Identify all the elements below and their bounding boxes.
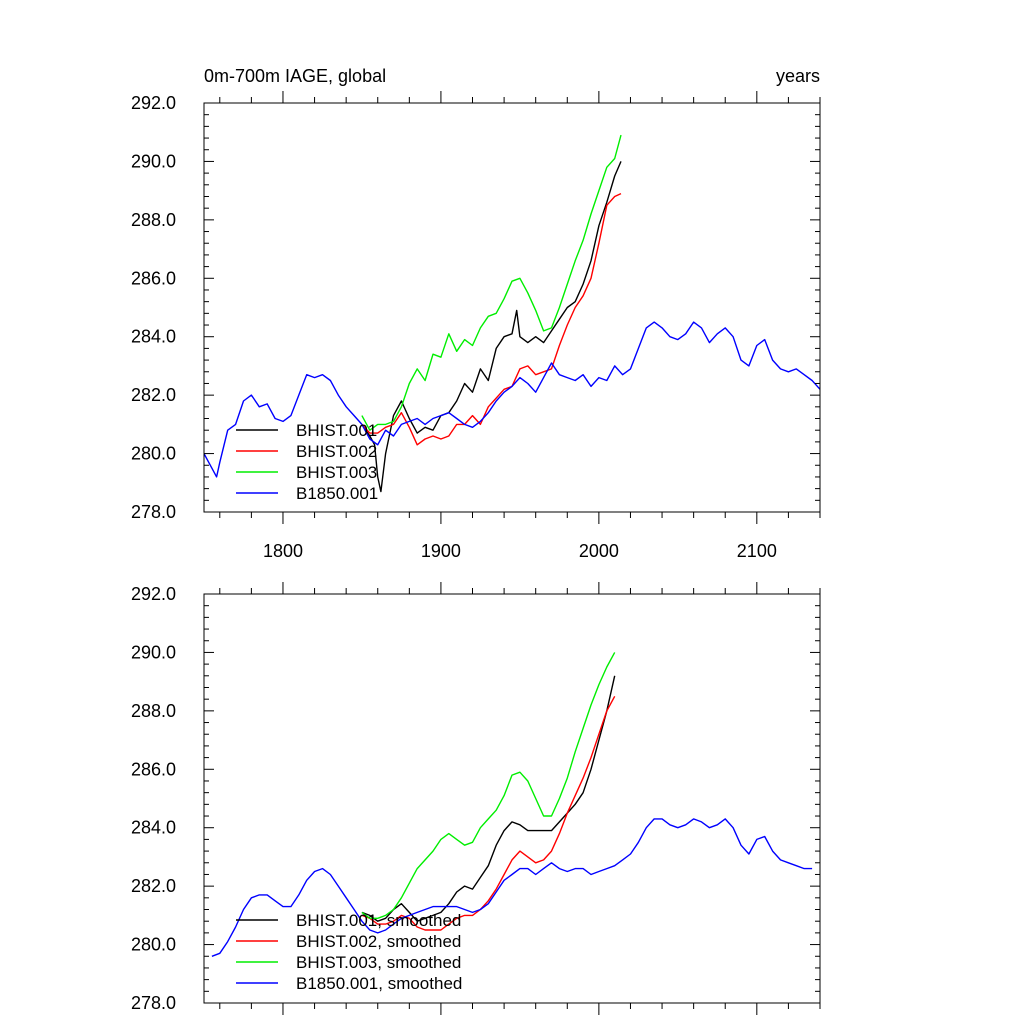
x-tick-label: 1900	[421, 541, 461, 561]
x-tick-label: 2100	[737, 541, 777, 561]
top-panel-title: 0m-700m IAGE, global	[204, 66, 386, 86]
y-tick-label: 280.0	[131, 444, 176, 464]
legend: BHIST.001 BHIST.002 BHIST.003 B1850.001	[236, 421, 378, 503]
x-tick-label: 1800	[263, 541, 303, 561]
series-line-4	[211, 818, 813, 957]
series-line-2	[361, 695, 616, 931]
legend-label: BHIST.001, smoothed	[296, 911, 461, 930]
plot-frame	[203, 593, 821, 1004]
series-line-2	[361, 192, 622, 446]
y-tick-label: 284.0	[131, 818, 176, 838]
x-tick-label: 2000	[579, 541, 619, 561]
legend-label: BHIST.002	[296, 442, 377, 461]
series-group	[204, 134, 820, 493]
y-tick-label: 286.0	[131, 759, 176, 779]
legend-label: B1850.001	[296, 484, 378, 503]
series-line-1	[361, 675, 616, 922]
y-tick-label: 278.0	[131, 502, 176, 522]
legend-label: B1850.001, smoothed	[296, 974, 462, 993]
y-tick-label: 284.0	[131, 327, 176, 347]
legend-label: BHIST.001	[296, 421, 377, 440]
y-tick-label: 282.0	[131, 385, 176, 405]
series-group	[211, 652, 813, 957]
top-panel-units: years	[776, 66, 820, 86]
y-tick-label: 290.0	[131, 151, 176, 171]
y-tick-label: 288.0	[131, 701, 176, 721]
legend-label: BHIST.003	[296, 463, 377, 482]
series-line-3	[361, 134, 622, 431]
legend-label: BHIST.002, smoothed	[296, 932, 461, 951]
y-tick-label: 288.0	[131, 210, 176, 230]
legend: BHIST.001, smoothed BHIST.002, smoothed BH…	[236, 911, 462, 993]
y-tick-label: 292.0	[131, 93, 176, 113]
legend-label: BHIST.003, smoothed	[296, 953, 461, 972]
y-tick-label: 282.0	[131, 876, 176, 896]
series-line-1	[361, 161, 622, 493]
y-tick-label: 290.0	[131, 642, 176, 662]
y-tick-label: 286.0	[131, 268, 176, 288]
bottom-panel: 278.0 280.0 282.0 284.0 286.0 288.0 290.0 292.0…	[131, 582, 821, 1015]
top-panel: 0m-700m IAGE, global years 278.0 280.0 282…	[131, 66, 821, 561]
y-tick-label: 280.0	[131, 935, 176, 955]
series-line-3	[361, 652, 616, 919]
plot-frame	[203, 102, 821, 513]
y-tick-label: 278.0	[131, 993, 176, 1013]
y-tick-label: 292.0	[131, 584, 176, 604]
series-line-4	[204, 321, 820, 478]
